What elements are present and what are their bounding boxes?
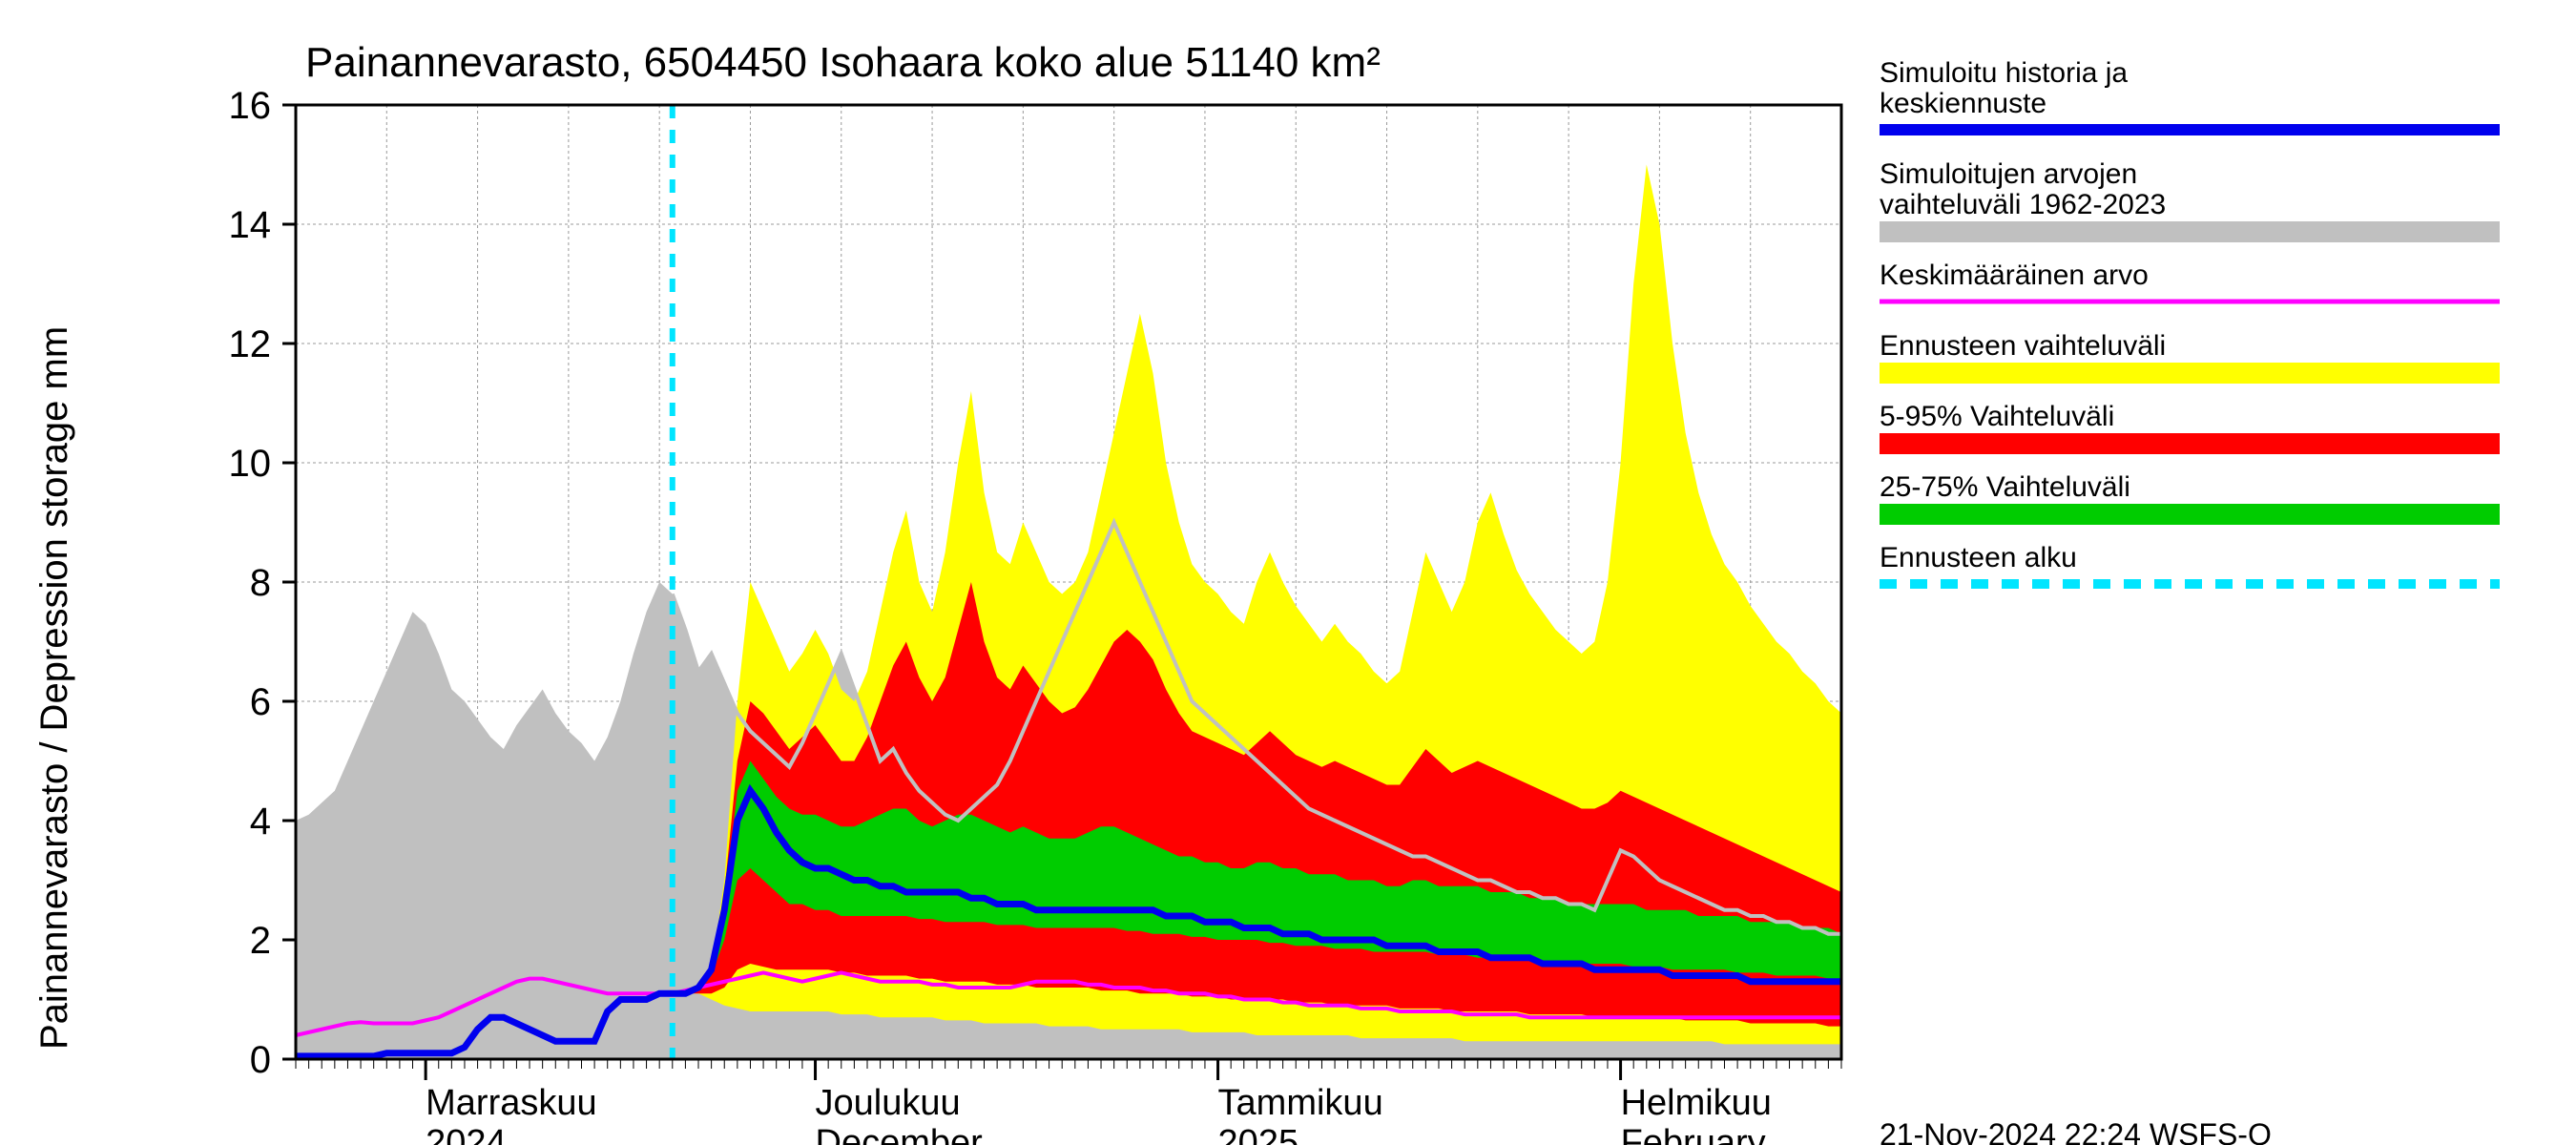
x-month-label: Tammikuu [1218, 1083, 1383, 1123]
x-month-label: Helmikuu [1621, 1083, 1772, 1123]
legend-label: Simuloitujen arvojen [1880, 158, 2137, 190]
x-month-label: Joulukuu [816, 1083, 961, 1123]
legend-swatch [1880, 363, 2500, 384]
y-tick-label: 0 [250, 1039, 271, 1081]
legend-label: 5-95% Vaihteluväli [1880, 401, 2114, 432]
legend-label: vaihteluväli 1962-2023 [1880, 189, 2166, 220]
legend-label: keskiennuste [1880, 88, 2046, 119]
legend-label: Simuloitu historia ja [1880, 57, 2128, 89]
y-axis-label: Painannevarasto / Depression storage mm [33, 326, 75, 1050]
x-month-sublabel: 2025 [1218, 1123, 1299, 1145]
x-month-sublabel: December [816, 1123, 984, 1145]
y-tick-label: 16 [229, 85, 272, 127]
chart-title: Painannevarasto, 6504450 Isohaara koko a… [305, 39, 1381, 86]
legend-swatch [1880, 433, 2500, 454]
footer-timestamp: 21-Nov-2024 22:24 WSFS-O [1880, 1117, 2272, 1145]
legend: Simuloitu historia jakeskiennuste Simuloi… [1880, 57, 2500, 584]
legend-label: Ennusteen alku [1880, 542, 2077, 573]
x-month-sublabel: February [1621, 1123, 1766, 1145]
legend-label: Keskimääräinen arvo [1880, 260, 2149, 291]
y-tick-label: 14 [229, 204, 272, 246]
legend-swatch [1880, 504, 2500, 525]
legend-swatch [1880, 221, 2500, 242]
x-month-sublabel: 2024 [426, 1123, 507, 1145]
y-tick-label: 12 [229, 323, 272, 365]
y-tick-label: 2 [250, 920, 271, 962]
depression-storage-chart: 0 2 4 6 8 10 12 14 16 Marraskuu2024 JoulukuuDecemb… [0, 0, 2576, 1145]
x-month-label: Marraskuu [426, 1083, 597, 1123]
y-tick-label: 4 [250, 801, 271, 843]
y-tick-label: 6 [250, 681, 271, 723]
legend-label: 25-75% Vaihteluväli [1880, 471, 2130, 503]
y-tick-label: 10 [229, 443, 272, 485]
legend-label: Ennusteen vaihteluväli [1880, 330, 2166, 362]
y-tick-label: 8 [250, 562, 271, 604]
